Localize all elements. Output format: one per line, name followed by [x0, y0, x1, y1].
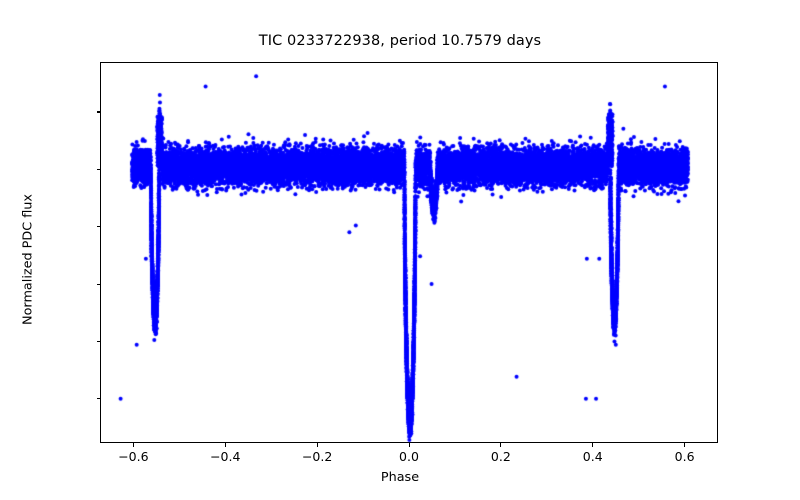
scatter-data-layer	[101, 63, 719, 444]
y-tick-mark	[96, 226, 100, 228]
x-tick-mark	[592, 443, 594, 447]
x-tick-label: −0.4	[210, 449, 241, 464]
x-tick-mark	[316, 443, 318, 447]
y-tick-mark	[96, 111, 100, 113]
x-tick-mark	[132, 443, 134, 447]
y-axis-label: Normalized PDC flux	[20, 194, 36, 325]
plot-axes-frame	[100, 62, 719, 444]
x-tick-label: −0.2	[301, 449, 333, 464]
y-tick-mark	[96, 168, 100, 170]
x-tick-mark	[500, 443, 502, 447]
x-tick-mark	[224, 443, 226, 447]
y-tick-mark	[96, 340, 100, 343]
x-tick-mark	[684, 443, 686, 447]
x-tick-label: −0.6	[118, 449, 149, 464]
chart-title: TIC 0233722938, period 10.7579 days	[258, 33, 542, 49]
x-axis-label: Phase	[380, 470, 420, 485]
x-tick-label: 0.0	[399, 449, 419, 464]
x-tick-label: 0.6	[674, 449, 695, 464]
y-tick-mark	[96, 398, 100, 400]
x-tick-label: 0.2	[490, 449, 511, 464]
x-tick-label: 0.4	[582, 449, 603, 464]
y-tick-mark	[96, 283, 100, 285]
x-tick-mark	[408, 443, 410, 447]
